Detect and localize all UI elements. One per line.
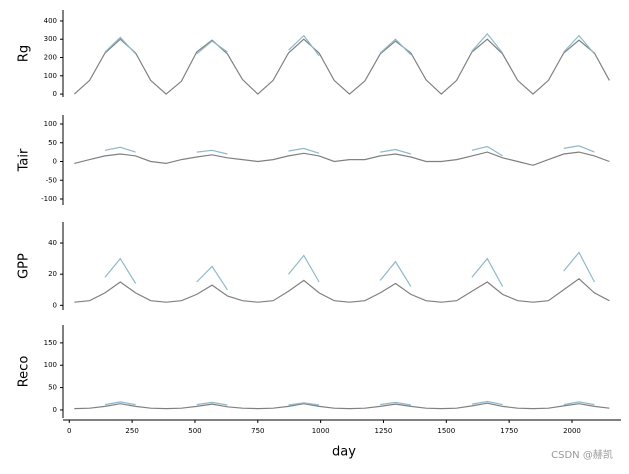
y-tick-label: 100	[44, 72, 57, 80]
y-axis-label: GPP	[17, 253, 32, 279]
x-tick-label: 2000	[563, 427, 581, 435]
data-line	[73, 38, 610, 95]
y-tick-label: 50	[48, 139, 57, 147]
x-tick-label: 1750	[500, 427, 518, 435]
watermark: CSDN @赫凯	[551, 448, 613, 461]
y-tick-label: 0	[53, 301, 57, 309]
x-tick-label: 1000	[312, 427, 330, 435]
x-axis-label: day	[332, 445, 356, 460]
y-tick-label: 40	[48, 239, 57, 247]
y-tick-label: 200	[44, 54, 57, 62]
y-axis-label: Reco	[17, 356, 32, 388]
data-line	[74, 402, 610, 410]
x-tick-label: 500	[188, 427, 201, 435]
y-tick-label: 0	[53, 406, 57, 414]
y-axis-label: Rg	[17, 45, 32, 62]
y-tick-label: 0	[53, 90, 57, 98]
y-tick-label: 400	[44, 17, 57, 25]
data-line	[104, 251, 595, 291]
x-tick-label: 1500	[437, 427, 455, 435]
y-tick-label: 100	[44, 120, 57, 128]
y-tick-label: 0	[53, 158, 57, 166]
x-tick-label: 0	[67, 427, 71, 435]
y-tick-label: 100	[44, 361, 57, 369]
data-line	[104, 400, 595, 406]
y-tick-label: 50	[48, 384, 57, 392]
y-tick-label: 300	[44, 35, 57, 43]
data-line	[74, 278, 610, 303]
y-tick-label: 20	[48, 270, 57, 278]
y-tick-label: 150	[44, 339, 57, 347]
x-tick-label: 250	[125, 427, 138, 435]
x-tick-label: 750	[251, 427, 264, 435]
y-tick-label: -50	[46, 176, 57, 184]
data-line	[104, 32, 595, 57]
y-axis-label: Tair	[17, 148, 32, 172]
x-tick-label: 1250	[375, 427, 393, 435]
data-line	[74, 151, 610, 166]
y-tick-label: -100	[41, 195, 57, 203]
data-line	[104, 145, 595, 157]
